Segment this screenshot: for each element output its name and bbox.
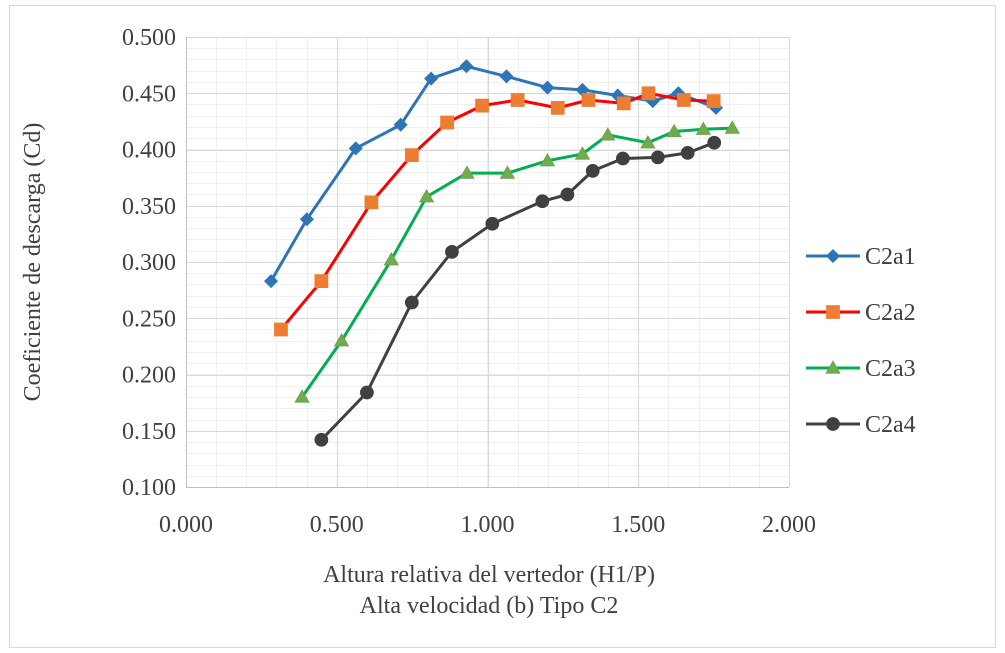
legend-label: C2a4 — [865, 412, 916, 438]
series-C2a1 — [263, 59, 724, 289]
data-point-C2a3 — [600, 127, 616, 141]
data-point-C2a3 — [724, 120, 740, 134]
legend-label: C2a1 — [865, 244, 916, 270]
y-tick-labels: 0.100 0.150 0.200 0.250 0.300 0.350 0.400 0.450… — [122, 25, 176, 501]
data-point-C2a3 — [459, 165, 475, 179]
data-point-C2a1 — [540, 80, 555, 95]
data-point-C2a3 — [666, 123, 682, 138]
legend: C2a1 C2a2 C2a3 C2a4 — [806, 244, 916, 438]
legend-item-C2a1: C2a1 — [806, 244, 916, 270]
chart-frame — [9, 5, 996, 648]
data-point-C2a3 — [383, 251, 399, 266]
legend-item-C2a3: C2a3 — [806, 356, 916, 382]
data-point-C2a1 — [299, 212, 314, 227]
y-tick-label: 0.250 — [122, 306, 176, 332]
data-point-C2a4 — [535, 194, 550, 209]
y-tick-label: 0.300 — [122, 250, 176, 276]
data-point-C2a3 — [418, 188, 435, 203]
data-point-C2a3 — [574, 146, 591, 160]
y-tick-label: 0.100 — [122, 475, 176, 501]
data-point-C2a2 — [404, 148, 419, 162]
data-point-C2a4 — [360, 385, 374, 400]
x-tick-label: 0.000 — [159, 512, 213, 538]
data-point-C2a1 — [424, 71, 439, 86]
data-point-C2a4 — [314, 432, 329, 447]
data-point-C2a3 — [294, 389, 310, 403]
x-tick-label: 1.500 — [611, 512, 665, 538]
series-C2a3 — [294, 120, 740, 403]
data-point-C2a4 — [404, 295, 419, 310]
y-tick-label: 0.150 — [122, 419, 176, 445]
legend-swatch-marker — [826, 305, 840, 319]
data-point-C2a2 — [641, 86, 656, 101]
legend-swatch-marker — [825, 360, 841, 374]
y-tick-label: 0.450 — [122, 81, 176, 107]
legend-item-C2a4: C2a4 — [806, 412, 916, 438]
data-point-C2a3 — [695, 121, 712, 135]
x-tick-label: 2.000 — [762, 512, 816, 538]
data-point-C2a4 — [707, 135, 722, 150]
data-point-C2a3 — [333, 332, 350, 347]
data-point-C2a2 — [364, 195, 379, 210]
data-point-C2a1 — [263, 274, 279, 289]
data-point-C2a3 — [499, 165, 516, 179]
data-point-C2a4 — [560, 187, 575, 202]
legend-swatch-marker — [825, 248, 841, 264]
data-point-C2a3 — [640, 134, 656, 149]
y-tick-label: 0.500 — [122, 25, 176, 51]
data-point-C2a4 — [680, 146, 695, 160]
x-tick-label: 1.000 — [461, 512, 515, 538]
y-tick-label: 0.400 — [122, 138, 176, 164]
legend-label: C2a3 — [865, 356, 916, 382]
y-axis-title: Coeficiente de descarga (Cd) — [20, 123, 46, 402]
data-point-C2a4 — [615, 151, 630, 166]
x-tick-label: 0.500 — [310, 512, 364, 538]
data-point-C2a2 — [550, 101, 565, 115]
x-tick-labels: 0.000 0.500 1.000 1.500 2.000 — [159, 512, 816, 538]
data-point-C2a4 — [585, 164, 600, 178]
legend-label: C2a2 — [865, 300, 916, 326]
data-point-C2a4 — [445, 245, 459, 259]
series-C2a4 — [314, 135, 722, 447]
data-point-C2a2 — [616, 96, 631, 111]
data-point-C2a2 — [581, 93, 596, 107]
legend-swatch-marker — [826, 417, 840, 431]
series-layer — [263, 59, 740, 447]
data-point-C2a2 — [440, 115, 454, 130]
data-point-C2a4 — [650, 150, 665, 165]
series-C2a2 — [274, 86, 721, 337]
data-point-C2a2 — [706, 94, 721, 108]
data-point-C2a2 — [274, 322, 288, 337]
data-point-C2a1 — [348, 141, 363, 156]
legend-item-C2a2: C2a2 — [806, 300, 916, 326]
axes — [186, 37, 789, 488]
data-point-C2a1 — [459, 59, 474, 74]
chart-subtitle: Alta velocidad (b) Tipo C2 — [360, 593, 619, 619]
data-point-C2a2 — [676, 93, 691, 107]
x-axis-title: Altura relativa del vertedor (H1/P) — [323, 562, 655, 588]
data-point-C2a2 — [475, 98, 489, 113]
data-point-C2a4 — [485, 216, 500, 231]
data-point-C2a1 — [393, 117, 408, 132]
data-point-C2a2 — [314, 274, 329, 288]
data-point-C2a1 — [499, 69, 514, 84]
data-point-C2a3 — [539, 152, 556, 167]
y-tick-label: 0.200 — [122, 363, 176, 389]
y-tick-label: 0.350 — [122, 194, 176, 220]
data-point-C2a2 — [510, 93, 525, 107]
